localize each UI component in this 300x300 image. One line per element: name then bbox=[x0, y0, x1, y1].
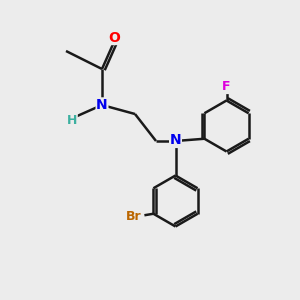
Text: Br: Br bbox=[126, 210, 142, 223]
Text: N: N bbox=[170, 134, 181, 147]
Text: F: F bbox=[222, 80, 231, 94]
Text: H: H bbox=[67, 113, 77, 127]
Text: N: N bbox=[96, 98, 108, 112]
Text: O: O bbox=[108, 31, 120, 44]
